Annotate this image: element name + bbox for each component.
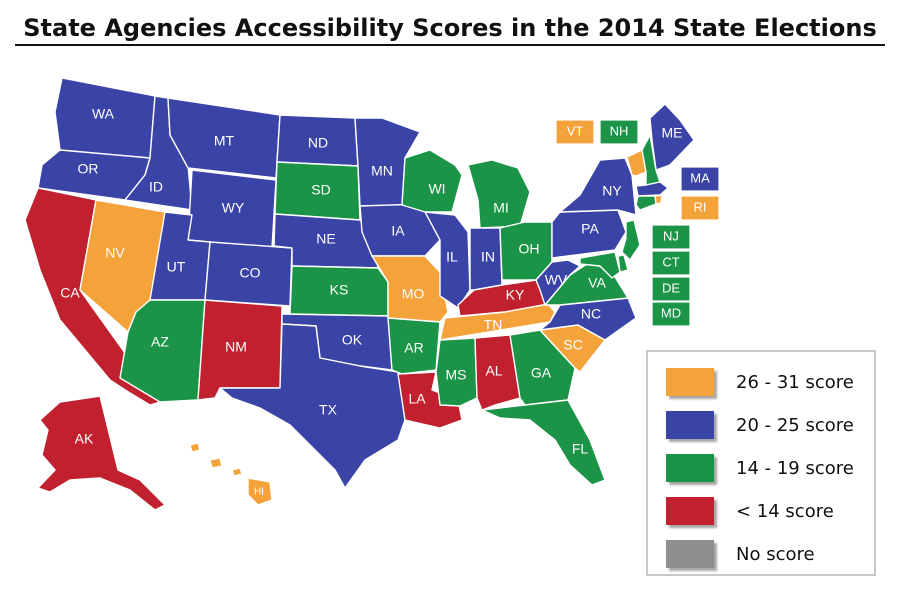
label-ME: ME (662, 125, 683, 141)
state-NJ[interactable] (621, 219, 641, 261)
small-state-callouts: VT NH MA RI NJ CT DE MD (555, 119, 720, 327)
label-NV: NV (105, 245, 125, 261)
callout-label-NH: NH (610, 123, 629, 138)
label-MS: MS (446, 367, 467, 383)
state-WV[interactable] (535, 259, 581, 306)
label-FL: FL (572, 441, 589, 457)
callout-label-DE: DE (662, 280, 680, 295)
label-IA: IA (391, 223, 405, 239)
label-MN: MN (371, 163, 393, 179)
label-KY: KY (506, 287, 525, 303)
legend-swatch-26-31 (666, 368, 714, 396)
callout-box-MA[interactable] (680, 166, 720, 192)
legend-item-no-score: No score (666, 538, 815, 570)
state-MI[interactable] (467, 159, 531, 229)
legend-swatch-20-25 (666, 411, 714, 439)
label-MI: MI (493, 200, 509, 216)
label-HI: HI (254, 487, 264, 498)
callout-label-RI: RI (694, 199, 707, 214)
legend-item-under-14: < 14 score (666, 495, 834, 527)
label-MO: MO (402, 286, 425, 302)
label-TX: TX (319, 402, 338, 418)
label-NM: NM (225, 339, 247, 355)
label-SD: SD (311, 182, 330, 198)
label-AZ: AZ (151, 334, 169, 350)
callout-box-VT[interactable] (555, 119, 595, 145)
state-HI[interactable] (189, 442, 273, 506)
legend-swatch-under-14 (666, 497, 714, 525)
label-MT: MT (214, 133, 235, 149)
callout-label-VT: VT (567, 123, 584, 138)
state-WI[interactable] (401, 149, 463, 213)
legend-item-14-19: 14 - 19 score (666, 452, 854, 484)
state-MT[interactable] (167, 97, 281, 179)
map-title: State Agencies Accessibility Scores in t… (0, 14, 900, 46)
label-OR: OR (78, 161, 99, 177)
callout-box-NJ[interactable] (651, 224, 691, 250)
state-VT[interactable] (626, 149, 647, 177)
map-title-text: State Agencies Accessibility Scores in t… (15, 14, 885, 46)
label-IN: IN (481, 249, 495, 265)
label-CO: CO (240, 265, 261, 281)
callout-box-MD[interactable] (651, 301, 691, 327)
state-AR[interactable] (387, 317, 441, 375)
legend-label-26-31: 26 - 31 score (736, 371, 854, 393)
legend: 26 - 31 score 20 - 25 score 14 - 19 scor… (646, 350, 876, 576)
label-LA: LA (408, 391, 426, 407)
legend-label-14-19: 14 - 19 score (736, 457, 854, 479)
callout-box-NH[interactable] (599, 119, 639, 145)
label-VA: VA (588, 275, 606, 291)
label-OH: OH (519, 241, 540, 257)
state-MD[interactable] (579, 251, 621, 279)
state-labels: WA OR CA ID NV MT WY UT AZ CO NM ND SD N… (60, 106, 682, 498)
label-ND: ND (308, 135, 328, 151)
label-WV: WV (545, 272, 568, 288)
callout-label-CT: CT (662, 254, 679, 269)
label-AL: AL (485, 363, 502, 379)
state-shapes (24, 77, 695, 511)
label-AK: AK (75, 431, 94, 447)
label-PA: PA (581, 221, 599, 237)
label-WY: WY (222, 200, 245, 216)
label-NY: NY (602, 183, 622, 199)
legend-item-26-31: 26 - 31 score (666, 366, 854, 398)
label-KS: KS (330, 282, 349, 298)
callout-label-NJ: NJ (663, 228, 679, 243)
legend-swatch-14-19 (666, 454, 714, 482)
state-TX[interactable] (219, 323, 406, 489)
label-SC: SC (563, 337, 582, 353)
label-TN: TN (484, 317, 503, 333)
state-LA[interactable] (397, 371, 463, 429)
state-CT[interactable] (635, 195, 657, 211)
legend-label-no-score: No score (736, 543, 815, 565)
callout-box-DE[interactable] (651, 276, 691, 302)
callout-label-MA: MA (690, 170, 710, 185)
callout-box-RI[interactable] (680, 195, 720, 221)
legend-label-under-14: < 14 score (736, 500, 834, 522)
callout-label-MD: MD (661, 305, 681, 320)
state-MA[interactable] (635, 181, 669, 197)
label-WI: WI (428, 181, 445, 197)
label-OK: OK (342, 332, 363, 348)
label-AR: AR (404, 340, 423, 356)
label-GA: GA (531, 365, 552, 381)
state-MO[interactable] (371, 255, 449, 323)
state-FL[interactable] (481, 399, 606, 486)
callout-box-CT[interactable] (651, 250, 691, 276)
state-ME[interactable] (649, 103, 695, 171)
label-ID: ID (149, 179, 163, 195)
label-WA: WA (92, 106, 115, 122)
legend-swatch-no-score (666, 540, 714, 568)
label-NE: NE (316, 231, 335, 247)
legend-item-20-25: 20 - 25 score (666, 409, 854, 441)
state-NY[interactable] (559, 157, 637, 216)
state-AK[interactable] (37, 395, 166, 511)
legend-label-20-25: 20 - 25 score (736, 414, 854, 436)
label-CA: CA (60, 285, 80, 301)
label-IL: IL (446, 249, 458, 265)
label-NC: NC (581, 306, 601, 322)
label-UT: UT (167, 259, 186, 275)
